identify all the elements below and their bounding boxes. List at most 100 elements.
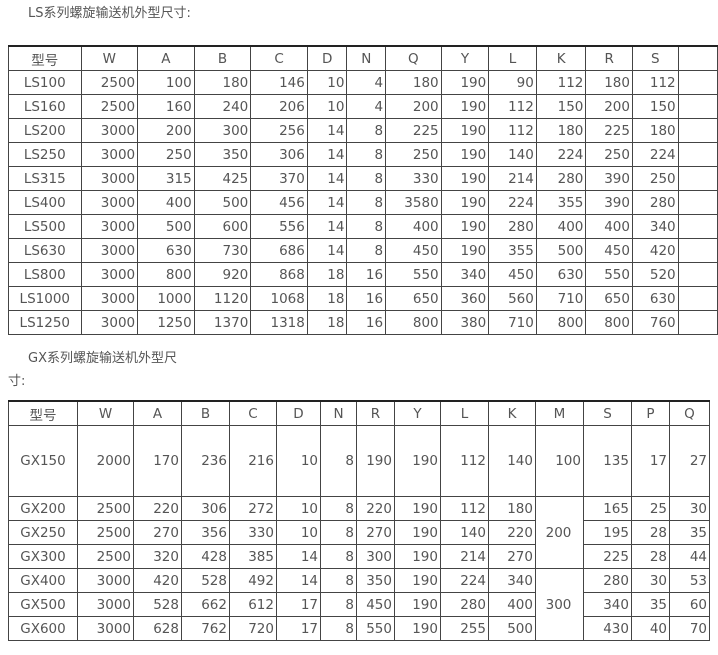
table-cell: 280: [583, 568, 632, 593]
table-cell: 100: [137, 70, 195, 95]
gx-dimensions-table: 型号 W A B C D N R Y L K M S P Q GX150 2000 170 236 216 10 8 190…: [8, 400, 710, 641]
table-cell: 1370: [193, 310, 252, 335]
table-cell: 306: [181, 496, 230, 521]
model-cell: LS800: [8, 262, 82, 287]
table-cell: 180: [385, 70, 442, 95]
table-cell: 350: [356, 568, 395, 593]
table-cell: 800: [535, 310, 587, 335]
table-cell: 14: [306, 166, 348, 191]
table-cell: 53: [669, 568, 710, 593]
table-cell: 17: [276, 616, 321, 641]
table-cell: 550: [356, 616, 395, 641]
table-cell: 630: [535, 262, 587, 287]
table-cell: 224: [632, 142, 679, 167]
table-cell: 425: [193, 166, 252, 191]
table-cell: 44: [669, 544, 710, 569]
table-cell: 140: [440, 520, 489, 545]
column-header: R: [585, 45, 633, 71]
table-cell: 190: [440, 166, 490, 191]
table-cell: 385: [229, 544, 277, 569]
table-cell: 450: [488, 262, 537, 287]
table-cell: 340: [632, 214, 679, 239]
table-cell: 8: [346, 238, 387, 263]
table-cell: 330: [229, 520, 277, 545]
table-cell: 272: [229, 496, 277, 521]
ls-dimensions-table: 型号 W A B C D N Q Y L K R S LS100 2500 100 180 146 10 4 180 19…: [8, 45, 718, 335]
table-cell: 35: [669, 520, 710, 545]
table-cell: 190: [394, 592, 441, 617]
table-cell: 8: [346, 142, 387, 167]
table-cell: 135: [583, 425, 632, 497]
table-cell: 256: [250, 118, 308, 143]
model-cell: LS1000: [8, 286, 82, 311]
table-cell: 190: [440, 190, 490, 215]
table-cell: 270: [356, 520, 395, 545]
table-cell: 27: [669, 425, 710, 497]
gx-dimensions-table-container: 型号 W A B C D N R Y L K M S P Q GX150 2000 170 236 216 10 8 190…: [8, 400, 718, 655]
table-cell: 25: [631, 496, 670, 521]
table-header-row: 型号 W A B C D N Q Y L K R S: [8, 45, 718, 71]
model-cell: LS250: [8, 142, 82, 167]
table-row: GX250 2500 270 356 330 10 8 270 190 140 220 195 28 35: [8, 520, 710, 545]
table-cell: 450: [385, 238, 442, 263]
column-header: P: [631, 400, 670, 426]
column-header: D: [306, 45, 348, 71]
column-header: [677, 45, 718, 71]
table-cell: 720: [229, 616, 277, 641]
table-cell: 112: [535, 70, 587, 95]
table-cell: 628: [133, 616, 182, 641]
table-cell: 140: [488, 425, 536, 497]
model-cell: GX150: [8, 425, 78, 497]
table-cell: 150: [535, 94, 587, 119]
table-cell: 10: [276, 425, 321, 497]
table-cell: 8: [320, 496, 357, 521]
table-cell: 150: [632, 94, 679, 119]
table-cell: 112: [488, 94, 537, 119]
table-cell: 225: [583, 544, 632, 569]
table-cell: 356: [181, 520, 230, 545]
table-cell: 14: [306, 142, 348, 167]
column-header: L: [488, 45, 537, 71]
table-cell: 2000: [77, 425, 134, 497]
table-row: GX150 2000 170 236 216 10 8 190 190 112 140 100 135 1…: [8, 425, 710, 497]
table-cell: 1318: [250, 310, 308, 335]
table-cell: 662: [181, 592, 230, 617]
table-cell: 868: [250, 262, 308, 287]
table-cell: 550: [385, 262, 442, 287]
table-cell: 180: [585, 70, 633, 95]
table-cell: 3000: [80, 166, 139, 191]
table-cell: [677, 286, 718, 311]
table-cell: 315: [137, 166, 195, 191]
table-cell: 340: [583, 592, 632, 617]
table-cell: 710: [535, 286, 587, 311]
table-cell: 190: [440, 238, 490, 263]
table-cell: 492: [229, 568, 277, 593]
table-cell: 170: [133, 425, 182, 497]
column-header: L: [440, 400, 489, 426]
table-cell: 650: [585, 286, 633, 311]
table-cell: [677, 166, 718, 191]
table-cell: 220: [133, 496, 182, 521]
table-cell: 920: [193, 262, 252, 287]
table-cell: [677, 238, 718, 263]
model-cell: LS100: [8, 70, 82, 95]
table-cell: 3000: [77, 616, 134, 641]
table-cell: 456: [250, 190, 308, 215]
table-cell: 306: [250, 142, 308, 167]
model-cell: GX600: [8, 616, 78, 641]
table-cell: 270: [133, 520, 182, 545]
table-header-row: 型号 W A B C D N R Y L K M S P Q: [8, 400, 710, 426]
table-cell: 100: [535, 425, 584, 497]
table-cell: 390: [585, 190, 633, 215]
column-header: W: [77, 400, 134, 426]
table-cell: 216: [229, 425, 277, 497]
table-cell: 225: [385, 118, 442, 143]
table-cell: 3000: [80, 286, 139, 311]
column-header: A: [137, 45, 195, 71]
table-cell: 686: [250, 238, 308, 263]
table-cell: 250: [137, 142, 195, 167]
column-header: 型号: [8, 45, 82, 71]
table-cell: 190: [440, 118, 490, 143]
table-cell: 2500: [77, 496, 134, 521]
column-header: Q: [385, 45, 442, 71]
